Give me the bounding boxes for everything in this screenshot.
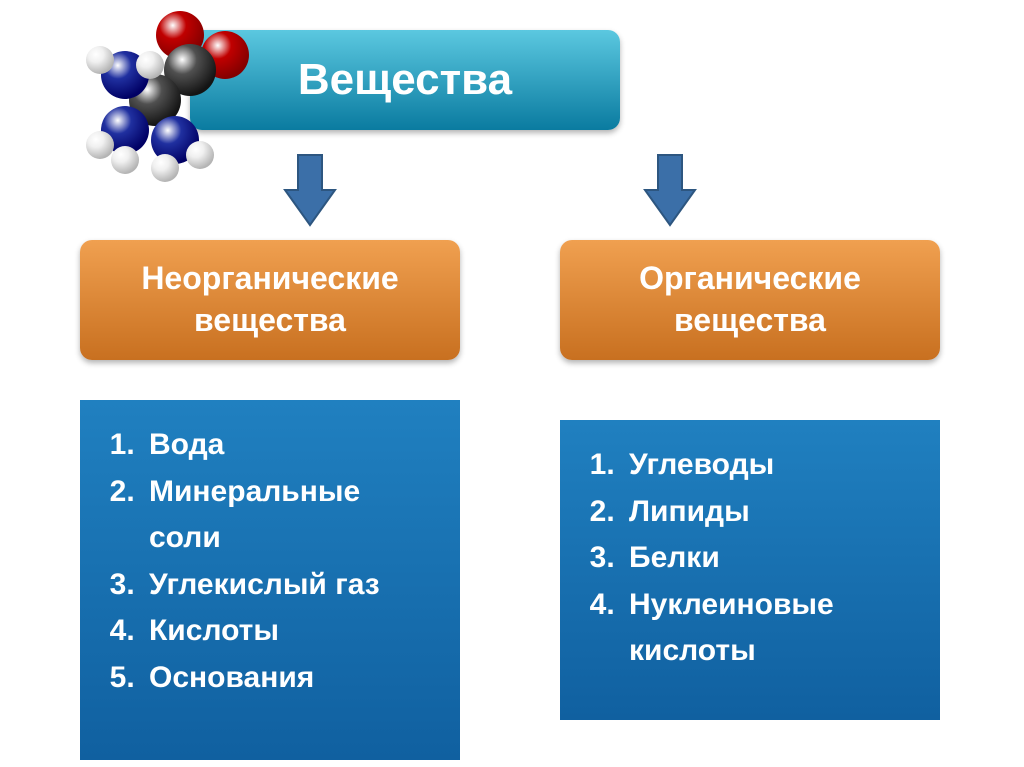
organic-box: Органические вещества [560,240,940,360]
hydrogen-atom [136,51,164,79]
list-item: Белки [623,535,915,582]
list-item: Кислоты [143,608,435,655]
inorganic-list: ВодаМинеральные солиУглекислый газКислот… [135,422,435,701]
organic-list: УглеводыЛипидыБелкиНуклеиновые кислоты [615,442,915,675]
hydrogen-atom [86,131,114,159]
organic-label: Органические вещества [560,258,940,341]
hydrogen-atom [151,154,179,182]
list-item: Нуклеиновые кислоты [623,582,915,675]
inorganic-label: Неорганические вещества [80,258,460,341]
hydrogen-atom [86,46,114,74]
root-label: Вещества [298,55,512,105]
list-item: Основания [143,655,435,702]
list-item: Минеральные соли [143,469,435,562]
list-item: Вода [143,422,435,469]
molecule-graphic [70,10,250,190]
inorganic-list-box: ВодаМинеральные солиУглекислый газКислот… [80,400,460,760]
inorganic-box: Неорганические вещества [80,240,460,360]
root-substances-box: Вещества [190,30,620,130]
arrow-down-right-icon [640,150,700,230]
hydrogen-atom [186,141,214,169]
list-item: Углекислый газ [143,562,435,609]
list-item: Углеводы [623,442,915,489]
organic-list-box: УглеводыЛипидыБелкиНуклеиновые кислоты [560,420,940,720]
arrow-down-left-icon [280,150,340,230]
list-item: Липиды [623,489,915,536]
hydrogen-atom [111,146,139,174]
